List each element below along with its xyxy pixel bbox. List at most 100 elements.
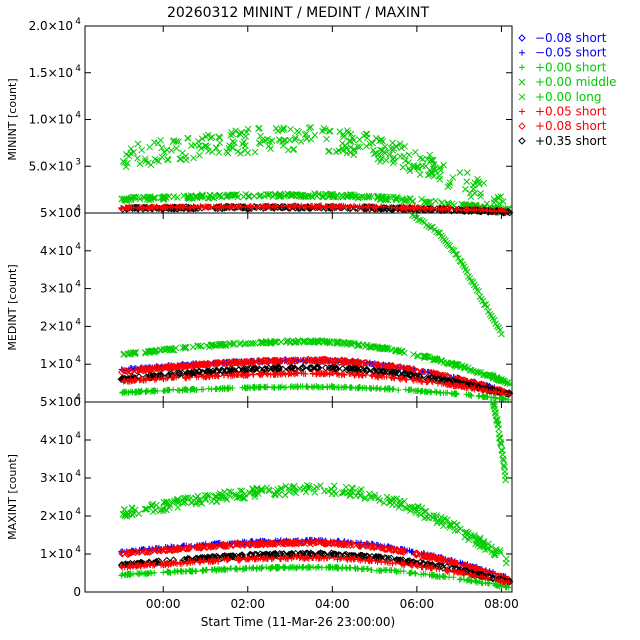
data-point bbox=[232, 127, 239, 135]
data-point bbox=[288, 203, 295, 210]
data-point bbox=[313, 363, 322, 371]
data-point bbox=[324, 357, 332, 366]
data-point bbox=[321, 487, 328, 495]
data-point bbox=[142, 506, 150, 513]
data-point bbox=[225, 372, 232, 379]
data-point bbox=[362, 130, 370, 138]
data-point bbox=[399, 195, 407, 203]
data-point bbox=[446, 574, 453, 581]
data-point bbox=[130, 193, 138, 201]
data-point bbox=[144, 365, 152, 373]
data-point bbox=[134, 154, 141, 162]
data-point bbox=[162, 387, 169, 394]
data-point bbox=[335, 384, 342, 391]
data-point bbox=[193, 192, 200, 200]
data-point bbox=[256, 371, 263, 378]
data-point bbox=[484, 388, 491, 395]
data-point bbox=[382, 156, 390, 164]
data-point bbox=[284, 357, 292, 366]
data-point bbox=[419, 388, 426, 395]
data-point bbox=[475, 369, 482, 376]
data-point bbox=[479, 297, 487, 305]
data-point bbox=[314, 338, 322, 346]
data-point bbox=[399, 164, 407, 171]
data-point bbox=[402, 197, 410, 204]
data-point bbox=[188, 142, 195, 149]
data-point bbox=[340, 357, 349, 366]
data-point bbox=[418, 195, 425, 203]
data-point bbox=[129, 193, 136, 201]
data-point bbox=[324, 204, 331, 211]
y-tick-label: 1×10 bbox=[40, 547, 73, 561]
data-point bbox=[313, 192, 321, 200]
data-point bbox=[301, 131, 309, 138]
legend: −0.08 short−0.05 short+0.00 short+0.00 m… bbox=[518, 31, 617, 148]
data-point bbox=[458, 383, 465, 390]
legend-label: +0.35 short bbox=[535, 134, 607, 148]
data-point bbox=[159, 195, 167, 203]
data-point bbox=[199, 191, 206, 199]
data-point bbox=[418, 378, 425, 385]
data-point bbox=[169, 346, 177, 354]
data-point bbox=[131, 389, 138, 396]
data-point bbox=[224, 384, 231, 391]
data-point bbox=[242, 203, 249, 210]
data-point bbox=[237, 359, 246, 368]
data-point bbox=[463, 391, 470, 398]
y-tick-exponent: 4 bbox=[75, 280, 81, 290]
data-point bbox=[264, 371, 271, 378]
data-point bbox=[444, 382, 451, 389]
data-point bbox=[259, 564, 266, 571]
data-point bbox=[244, 149, 252, 157]
data-point bbox=[309, 370, 316, 377]
data-point bbox=[498, 390, 505, 397]
data-point bbox=[119, 205, 126, 212]
data-point bbox=[413, 352, 421, 360]
data-point bbox=[291, 357, 299, 366]
data-point bbox=[483, 303, 491, 311]
data-point bbox=[120, 366, 128, 375]
data-point bbox=[143, 196, 151, 203]
data-point bbox=[193, 568, 200, 575]
data-point bbox=[458, 207, 465, 214]
data-point bbox=[241, 490, 249, 498]
data-point bbox=[421, 205, 428, 212]
data-point bbox=[326, 339, 333, 347]
data-point bbox=[340, 371, 347, 378]
y-tick-label: 2.0×10 bbox=[29, 19, 73, 33]
data-point bbox=[477, 193, 485, 200]
data-point bbox=[452, 391, 459, 398]
data-point bbox=[433, 356, 441, 364]
data-point bbox=[124, 378, 131, 385]
data-point bbox=[194, 342, 202, 350]
data-point bbox=[230, 358, 239, 366]
x-tick-label: 06:00 bbox=[400, 597, 435, 611]
data-point bbox=[424, 378, 431, 385]
data-point bbox=[263, 484, 271, 492]
data-point bbox=[335, 203, 342, 210]
y-tick-exponent: 4 bbox=[75, 204, 81, 214]
data-point bbox=[371, 204, 378, 211]
data-point bbox=[257, 140, 264, 148]
data-point bbox=[463, 169, 471, 176]
data-point bbox=[506, 392, 513, 399]
data-point bbox=[464, 364, 472, 372]
data-point bbox=[140, 377, 147, 384]
data-point bbox=[429, 156, 437, 164]
data-point bbox=[403, 376, 410, 383]
legend-item: −0.08 short bbox=[518, 31, 607, 45]
data-point bbox=[247, 340, 255, 347]
data-point bbox=[347, 370, 354, 377]
data-point bbox=[255, 370, 262, 377]
data-point bbox=[285, 371, 292, 378]
data-point bbox=[475, 180, 483, 188]
data-point bbox=[311, 131, 319, 139]
data-point bbox=[182, 362, 191, 370]
y-tick-exponent: 4 bbox=[75, 317, 81, 327]
data-point bbox=[325, 148, 332, 155]
data-point bbox=[426, 388, 433, 395]
